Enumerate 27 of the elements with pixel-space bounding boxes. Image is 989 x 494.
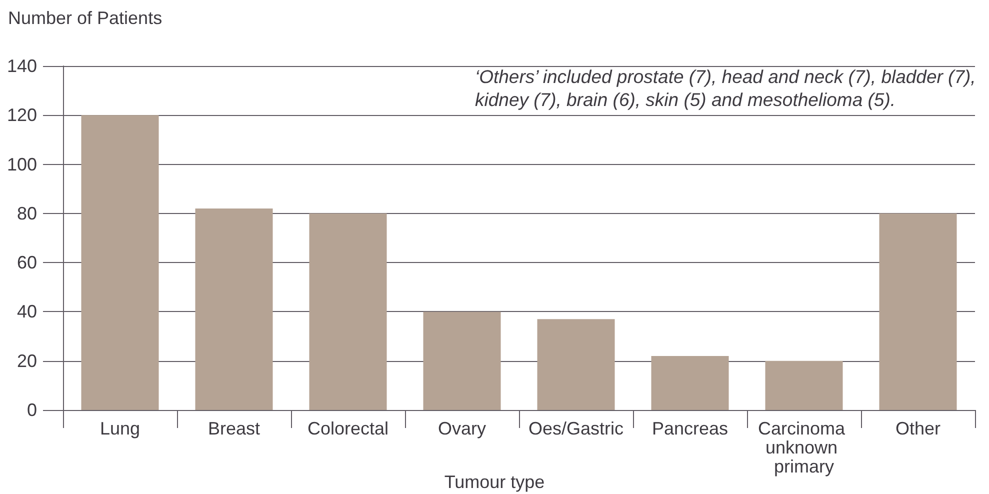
bar: [309, 213, 387, 410]
x-tick-label: Colorectal: [307, 418, 389, 438]
x-tick-label: Lung: [100, 418, 140, 438]
y-tick-label: 0: [26, 400, 37, 420]
y-tick-label: 100: [6, 154, 37, 174]
bar: [879, 213, 957, 410]
x-tick-label: Pancreas: [652, 418, 728, 438]
bar: [195, 208, 273, 410]
x-axis-title: Tumour type: [444, 472, 545, 492]
annotation: ‘Others’ included prostate (7), head and neck (7), bladder (7), kidney (7), brain (6), skin (5) and mesothelioma (5).: [475, 66, 976, 110]
x-tick-label: Other: [895, 418, 941, 438]
y-tick-label: 140: [6, 56, 37, 76]
x-tick-label: Breast: [208, 418, 260, 438]
bar: [651, 356, 729, 410]
bar: [81, 115, 159, 410]
y-tick-label: 120: [6, 105, 37, 126]
y-tick-label: 40: [16, 302, 37, 322]
y-axis-title: Number of Patients: [8, 8, 162, 28]
x-tick-label: Carcinoma unknown primary: [758, 418, 850, 476]
x-tick-label: Oes/Gastric: [528, 418, 624, 438]
y-tick-label: 60: [16, 252, 37, 273]
bar: [537, 319, 615, 410]
x-tick-label: Ovary: [438, 418, 486, 438]
y-tick-label: 20: [16, 350, 37, 371]
bar: [765, 360, 843, 410]
bar: [423, 312, 501, 410]
y-tick-label: 80: [16, 203, 37, 224]
